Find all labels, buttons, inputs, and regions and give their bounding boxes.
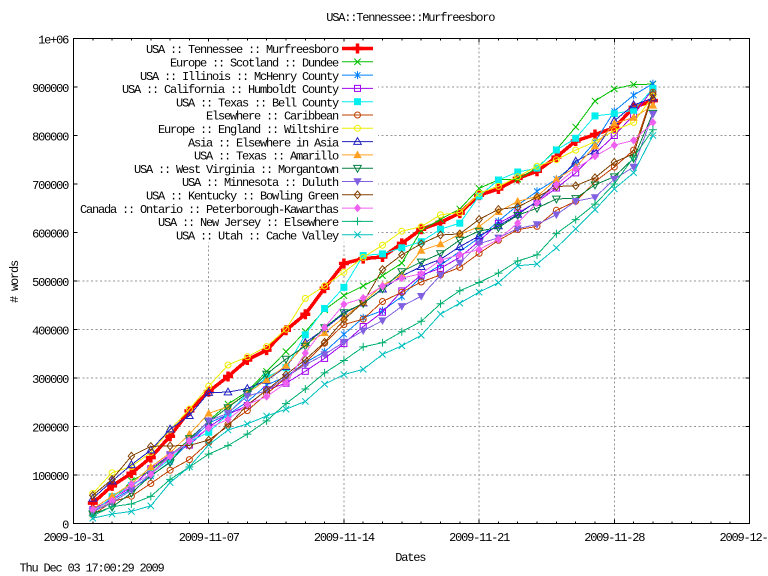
svg-text:2009-11-07: 2009-11-07 — [179, 531, 240, 545]
svg-text:100000: 100000 — [32, 470, 69, 484]
svg-text:0: 0 — [62, 518, 69, 532]
svg-text:Dates: Dates — [395, 551, 426, 565]
svg-text:300000: 300000 — [32, 373, 69, 387]
svg-text:USA :: New Jersey :: Elsewhere: USA :: New Jersey :: Elsewhere — [158, 216, 339, 230]
svg-text:Canada :: Ontario :: Peterboro: Canada :: Ontario :: Peterborough-Kawart… — [80, 203, 339, 217]
svg-text:# words: # words — [8, 260, 22, 303]
svg-text:2009-10-31: 2009-10-31 — [43, 531, 104, 545]
svg-text:2009-11-21: 2009-11-21 — [449, 531, 510, 545]
svg-text:Europe :: Scotland :: Dundee: Europe :: Scotland :: Dundee — [170, 57, 339, 71]
svg-text:500000: 500000 — [32, 276, 69, 290]
svg-text:200000: 200000 — [32, 421, 69, 435]
svg-text:2009-11-14: 2009-11-14 — [314, 531, 375, 545]
svg-text:USA :: Tennessee :: Murfreesbo: USA :: Tennessee :: Murfreesboro — [146, 43, 339, 57]
svg-text:Thu Dec 03 17:00:29 2009: Thu Dec 03 17:00:29 2009 — [20, 562, 165, 576]
svg-text:USA :: Texas :: Bell County: USA :: Texas :: Bell County — [176, 96, 339, 110]
svg-text:USA :: California :: Humboldt: USA :: California :: Humboldt County — [122, 83, 339, 97]
svg-text:Europe :: England :: Wiltshire: Europe :: England :: Wiltshire — [158, 123, 339, 137]
svg-text:900000: 900000 — [32, 82, 69, 96]
svg-text:USA :: Minnesota :: Duluth: USA :: Minnesota :: Duluth — [182, 176, 339, 190]
svg-text:USA :: Illinois :: McHenry Cou: USA :: Illinois :: McHenry County — [140, 70, 339, 84]
svg-text:USA :: Texas :: Amarillo: USA :: Texas :: Amarillo — [194, 150, 339, 164]
svg-text:600000: 600000 — [32, 227, 69, 241]
svg-text:USA::Tennessee::Murfreesboro: USA::Tennessee::Murfreesboro — [326, 11, 495, 25]
svg-text:USA :: West Virginia :: Morgan: USA :: West Virginia :: Morgantown — [134, 163, 339, 177]
svg-text:USA :: Kentucky :: Bowling Gre: USA :: Kentucky :: Bowling Green — [146, 190, 339, 204]
svg-text:700000: 700000 — [32, 179, 69, 193]
svg-text:Elsewhere :: Caribbean: Elsewhere :: Caribbean — [206, 110, 339, 124]
svg-text:1e+06: 1e+06 — [38, 33, 69, 47]
svg-text:2009-12-05: 2009-12-05 — [719, 531, 768, 545]
svg-text:400000: 400000 — [32, 324, 69, 338]
svg-text:Asia :: Elsewhere in Asia: Asia :: Elsewhere in Asia — [188, 136, 339, 150]
svg-text:USA :: Utah :: Cache Valley: USA :: Utah :: Cache Valley — [176, 229, 339, 243]
svg-text:2009-11-28: 2009-11-28 — [584, 531, 645, 545]
svg-text:800000: 800000 — [32, 130, 69, 144]
